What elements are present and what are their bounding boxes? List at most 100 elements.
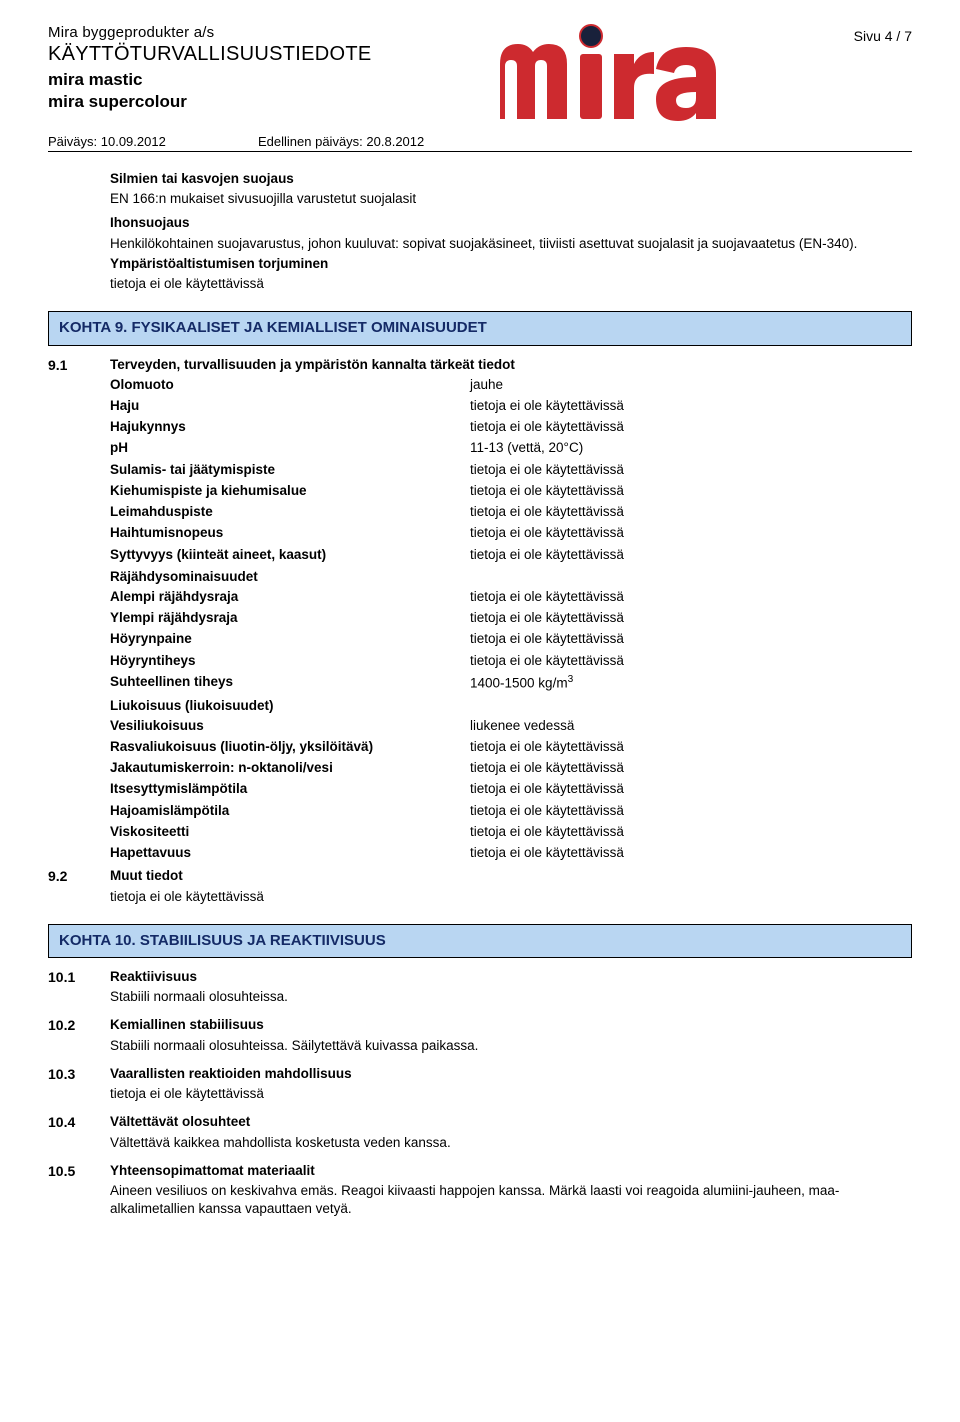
page: Mira byggeprodukter a/s KÄYTTÖTURVALLISU… — [0, 0, 960, 1266]
prev-date: Edellinen päiväys: 20.8.2012 — [258, 134, 912, 149]
intro-h2: Ihonsuojaus — [110, 214, 912, 232]
text: Aineen vesiliuos on keskivahva emäs. Rea… — [110, 1182, 912, 1218]
property-key: Viskositeetti — [110, 823, 470, 841]
num: 10.1 — [48, 968, 110, 1006]
property-value: tietoja ei ole käytettävissä — [470, 418, 912, 436]
lead: Yhteensopimattomat materiaalit — [110, 1162, 912, 1180]
row-10-2: 10.2Kemiallinen stabiilisuusStabiili nor… — [48, 1016, 912, 1054]
header-left: Mira byggeprodukter a/s KÄYTTÖTURVALLISU… — [48, 24, 488, 112]
property-row: Hajutietoja ei ole käytettävissä — [110, 397, 912, 415]
property-value: tietoja ei ole käytettävissä — [470, 802, 912, 820]
property-key: Hajukynnys — [110, 418, 470, 436]
property-value: tietoja ei ole käytettävissä — [470, 759, 912, 777]
num-9-1: 9.1 — [48, 356, 110, 866]
lead: Kemiallinen stabiilisuus — [110, 1016, 912, 1034]
content-9-1: Terveyden, turvallisuuden ja ympäristön … — [110, 356, 912, 866]
property-key: Höyrynpaine — [110, 630, 470, 648]
property-key: Itsesyttymislämpötila — [110, 780, 470, 798]
row-9-2: 9.2 Muut tiedot tietoja ei ole käytettäv… — [48, 867, 912, 905]
property-row: Höyrynpainetietoja ei ole käytettävissä — [110, 630, 912, 648]
property-value: tietoja ei ole käytettävissä — [470, 780, 912, 798]
property-key: Suhteellinen tiheys — [110, 673, 470, 693]
property-value: 11-13 (vettä, 20°C) — [470, 439, 912, 457]
property-value: tietoja ei ole käytettävissä — [470, 461, 912, 479]
content: Vältettävät olosuhteet Vältettävä kaikkea… — [110, 1113, 912, 1151]
intro-p1: EN 166:n mukaiset sivusuojilla varustetu… — [110, 190, 912, 208]
property-row: Vesiliukoisuusliukenee vedessä — [110, 717, 912, 735]
intro-block: Silmien tai kasvojen suojaus EN 166:n mu… — [110, 170, 912, 293]
property-value: tietoja ei ole käytettävissä — [470, 524, 912, 542]
property-key: Kiehumispiste ja kiehumisalue — [110, 482, 470, 500]
row-9-1: 9.1 Terveyden, turvallisuuden ja ympäris… — [48, 356, 912, 866]
num: 10.4 — [48, 1113, 110, 1151]
property-row: pH11-13 (vettä, 20°C) — [110, 439, 912, 457]
property-key: Haju — [110, 397, 470, 415]
header-row: Mira byggeprodukter a/s KÄYTTÖTURVALLISU… — [48, 24, 912, 124]
product-2: mira supercolour — [48, 92, 488, 112]
property-row: Sulamis- tai jäätymispistetietoja ei ole… — [110, 461, 912, 479]
property-value: tietoja ei ole käytettävissä — [470, 652, 912, 670]
property-key: Haihtumisnopeus — [110, 524, 470, 542]
date: Päiväys: 10.09.2012 — [48, 134, 258, 149]
content: Vaarallisten reaktioiden mahdollisuus tie… — [110, 1065, 912, 1103]
property-key: Olomuoto — [110, 376, 470, 394]
num: 10.3 — [48, 1065, 110, 1103]
property-row: Viskositeettitietoja ei ole käytettäviss… — [110, 823, 912, 841]
property-row: Hapettavuustietoja ei ole käytettävissä — [110, 844, 912, 862]
property-key: pH — [110, 439, 470, 457]
text: Stabiili normaali olosuhteissa. — [110, 988, 912, 1006]
row-10-1: 10.1ReaktiivisuusStabiili normaali olosu… — [48, 968, 912, 1006]
product-1: mira mastic — [48, 70, 488, 90]
property-row: Haihtumisnopeustietoja ei ole käytettävi… — [110, 524, 912, 542]
lead: Vaarallisten reaktioiden mahdollisuus — [110, 1065, 912, 1083]
property-value: tietoja ei ole käytettävissä — [470, 482, 912, 500]
property-value: tietoja ei ole käytettävissä — [470, 738, 912, 756]
lead: Vältettävät olosuhteet — [110, 1113, 912, 1131]
page-number: Sivu 4 / 7 — [838, 24, 912, 44]
property-value: liukenee vedessä — [470, 717, 912, 735]
content: Yhteensopimattomat materiaalit Aineen ves… — [110, 1162, 912, 1219]
property-value: tietoja ei ole käytettävissä — [470, 844, 912, 862]
property-key: Hajoamislämpötila — [110, 802, 470, 820]
content: Kemiallinen stabiilisuus Stabiili normaal… — [110, 1016, 912, 1054]
property-row: Rasvaliukoisuus (liuotin-öljy, yksilöitä… — [110, 738, 912, 756]
row-10-3: 10.3Vaarallisten reaktioiden mahdollisuu… — [48, 1065, 912, 1103]
property-key: Sulamis- tai jäätymispiste — [110, 461, 470, 479]
num: 10.5 — [48, 1162, 110, 1219]
content-9-2: Muut tiedot tietoja ei ole käytettävissä — [110, 867, 912, 905]
row-10-5: 10.5Yhteensopimattomat materiaalit Aineen… — [48, 1162, 912, 1219]
property-value: tietoja ei ole käytettävissä — [470, 630, 912, 648]
date-row: Päiväys: 10.09.2012 Edellinen päiväys: 2… — [48, 134, 912, 152]
property-value: tietoja ei ole käytettävissä — [470, 397, 912, 415]
intro-p3: tietoja ei ole käytettävissä — [110, 275, 912, 293]
section-9-heading: KOHTA 9. FYSIKAALISET JA KEMIALLISET OMI… — [48, 311, 912, 345]
property-row: Olomuotojauhe — [110, 376, 912, 394]
property-value: tietoja ei ole käytettävissä — [470, 609, 912, 627]
body: Silmien tai kasvojen suojaus EN 166:n mu… — [48, 170, 912, 1218]
company: Mira byggeprodukter a/s — [48, 24, 488, 41]
intro-h1: Silmien tai kasvojen suojaus — [110, 170, 912, 188]
property-row: Leimahduspistetietoja ei ole käytettävis… — [110, 503, 912, 521]
property-value: tietoja ei ole käytettävissä — [470, 546, 912, 564]
property-value: tietoja ei ole käytettävissä — [470, 503, 912, 521]
property-row: Suhteellinen tiheys1400-1500 kg/m3 — [110, 673, 912, 693]
text: Stabiili normaali olosuhteissa. Säilytet… — [110, 1037, 912, 1055]
property-row: Kiehumispiste ja kiehumisaluetietoja ei … — [110, 482, 912, 500]
property-row: Ylempi räjähdysrajatietoja ei ole käytet… — [110, 609, 912, 627]
property-key: Jakautumiskerroin: n-oktanoli/vesi — [110, 759, 470, 777]
property-key: Leimahduspiste — [110, 503, 470, 521]
property-value: jauhe — [470, 376, 912, 394]
text: tietoja ei ole käytettävissä — [110, 1085, 912, 1103]
property-key: Rasvaliukoisuus (liuotin-öljy, yksilöitä… — [110, 738, 470, 756]
property-row: Hajukynnystietoja ei ole käytettävissä — [110, 418, 912, 436]
property-key: Hapettavuus — [110, 844, 470, 862]
text: Vältettävä kaikkea mahdollista kosketust… — [110, 1134, 912, 1152]
content: ReaktiivisuusStabiili normaali olosuhtei… — [110, 968, 912, 1006]
lead-9-1: Terveyden, turvallisuuden ja ympäristön … — [110, 356, 912, 374]
property-key: Höyryntiheys — [110, 652, 470, 670]
property-row: Jakautumiskerroin: n-oktanoli/vesitietoj… — [110, 759, 912, 777]
property-value: 1400-1500 kg/m3 — [470, 673, 912, 693]
property-row: Itsesyttymislämpötilatietoja ei ole käyt… — [110, 780, 912, 798]
property-key: Syttyvyys (kiinteät aineet, kaasut) — [110, 546, 470, 564]
property-key: Alempi räjähdysraja — [110, 588, 470, 606]
